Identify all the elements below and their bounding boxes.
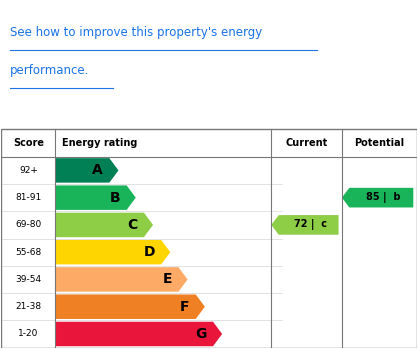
Text: performance.: performance. <box>10 64 89 77</box>
Text: 92+: 92+ <box>19 166 38 175</box>
Polygon shape <box>55 213 153 237</box>
Text: G: G <box>195 327 207 341</box>
Polygon shape <box>55 267 188 292</box>
Text: C: C <box>127 218 138 232</box>
Text: A: A <box>92 163 103 177</box>
Text: Current: Current <box>285 138 328 148</box>
Text: F: F <box>180 300 189 314</box>
Text: 69-80: 69-80 <box>15 221 41 229</box>
Text: B: B <box>110 191 120 205</box>
Text: Score: Score <box>13 138 44 148</box>
Polygon shape <box>55 240 170 265</box>
Text: See how to improve this property's energy: See how to improve this property's energ… <box>10 25 262 39</box>
Text: 85 |  b: 85 | b <box>366 192 400 203</box>
Text: 81-91: 81-91 <box>15 193 41 202</box>
Polygon shape <box>55 185 136 210</box>
Polygon shape <box>55 295 205 319</box>
Text: D: D <box>143 245 155 259</box>
Polygon shape <box>271 215 339 235</box>
Bar <box>1 129 417 348</box>
Text: Energy rating: Energy rating <box>61 138 137 148</box>
Text: Potential: Potential <box>354 138 404 148</box>
Text: 21-38: 21-38 <box>15 302 41 311</box>
Text: 39-54: 39-54 <box>15 275 41 284</box>
Polygon shape <box>342 188 413 207</box>
Text: E: E <box>163 273 172 287</box>
Polygon shape <box>55 322 222 346</box>
Text: 1-20: 1-20 <box>18 329 38 339</box>
Text: 72 |  c: 72 | c <box>294 220 327 230</box>
Text: 55-68: 55-68 <box>15 248 41 257</box>
Polygon shape <box>55 158 118 183</box>
